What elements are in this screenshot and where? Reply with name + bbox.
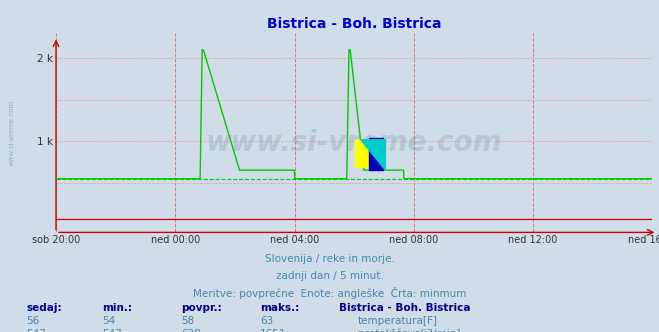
Text: 58: 58 bbox=[181, 316, 194, 326]
Text: pretok[čevelj3/min]: pretok[čevelj3/min] bbox=[358, 329, 461, 332]
Text: zadnji dan / 5 minut.: zadnji dan / 5 minut. bbox=[275, 271, 384, 281]
Text: 54: 54 bbox=[102, 316, 115, 326]
Text: www.si-vreme.com: www.si-vreme.com bbox=[9, 100, 14, 166]
Bar bbox=[355, 140, 369, 167]
Text: temperatura[F]: temperatura[F] bbox=[358, 316, 438, 326]
Text: sedaj:: sedaj: bbox=[26, 303, 62, 313]
Text: www.si-vreme.com: www.si-vreme.com bbox=[206, 129, 502, 157]
Text: 547: 547 bbox=[102, 329, 122, 332]
Text: Slovenija / reke in morje.: Slovenija / reke in morje. bbox=[264, 254, 395, 264]
Title: Bistrica - Boh. Bistrica: Bistrica - Boh. Bistrica bbox=[267, 17, 442, 31]
Text: maks.:: maks.: bbox=[260, 303, 300, 313]
Bar bbox=[369, 138, 384, 170]
Text: Meritve: povprečne  Enote: angleške  Črta: minmum: Meritve: povprečne Enote: angleške Črta:… bbox=[193, 287, 466, 299]
Polygon shape bbox=[360, 140, 386, 170]
Text: 1651: 1651 bbox=[260, 329, 287, 332]
Text: 628: 628 bbox=[181, 329, 201, 332]
Text: 547: 547 bbox=[26, 329, 46, 332]
Text: 63: 63 bbox=[260, 316, 273, 326]
Text: min.:: min.: bbox=[102, 303, 132, 313]
Text: povpr.:: povpr.: bbox=[181, 303, 222, 313]
Text: Bistrica - Boh. Bistrica: Bistrica - Boh. Bistrica bbox=[339, 303, 471, 313]
Text: 56: 56 bbox=[26, 316, 40, 326]
